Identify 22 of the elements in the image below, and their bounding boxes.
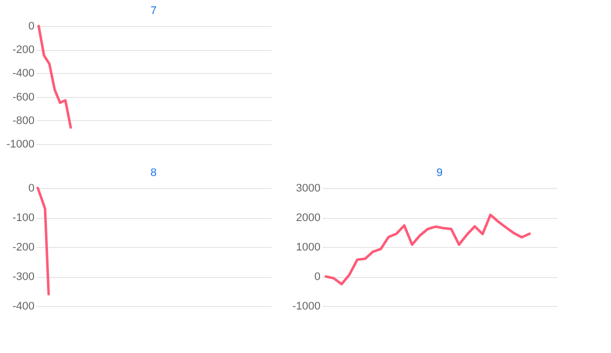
y-tick-label: -1000 [6, 138, 34, 150]
chart-title: 7 [150, 5, 157, 17]
y-tick-label: 0 [28, 182, 34, 194]
line-series [37, 24, 72, 129]
y-tick-label: -400 [12, 300, 34, 312]
y-tick-label: 2000 [296, 212, 320, 224]
y-tick-label: 3000 [296, 182, 320, 194]
y-tick-label: 0 [314, 271, 320, 283]
y-tick-label: 1000 [296, 242, 320, 254]
line-series [324, 214, 531, 286]
y-tick-label: -200 [12, 44, 34, 56]
y-tick-label: -1000 [292, 300, 320, 312]
y-tick-label: -800 [12, 114, 34, 127]
y-tick-label: -100 [12, 212, 34, 224]
chart-title: 9 [436, 167, 443, 179]
y-tick-label: 0 [28, 20, 34, 32]
line-series [36, 186, 50, 296]
y-tick-label: -400 [12, 68, 34, 80]
y-tick-label: -600 [12, 91, 34, 104]
chart-title: 8 [150, 167, 157, 179]
y-tick-label: -300 [12, 271, 34, 283]
y-tick-label: -200 [12, 242, 34, 254]
